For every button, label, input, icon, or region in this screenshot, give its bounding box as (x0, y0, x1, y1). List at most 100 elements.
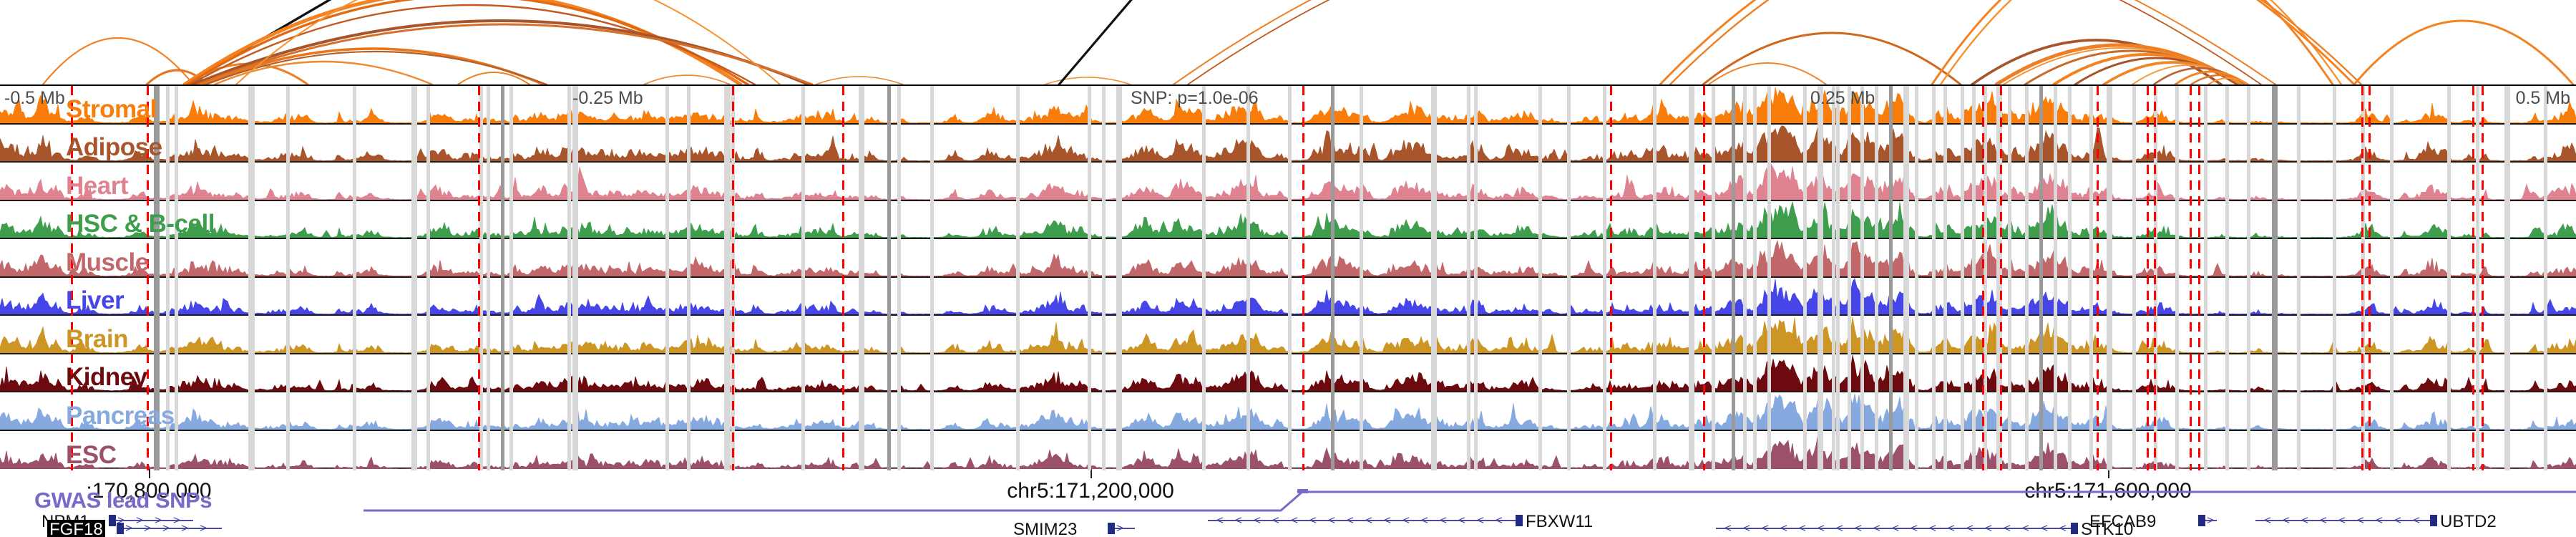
strand-arrow-icon: < (2264, 513, 2271, 527)
gene-body (1716, 528, 2078, 529)
strand-arrow-icon: < (2357, 513, 2364, 527)
strand-arrow-icon: > (1116, 521, 1123, 535)
gene-body (2255, 520, 2437, 521)
gene-row-1[interactable]: >>>>NPM1<<<<<<<<<<<<<<<<FBXW11>EFCAB9<<<… (0, 512, 2576, 531)
gene-label: EFCAB9 (2089, 512, 2157, 531)
strand-arrow-icon: < (1966, 521, 1974, 535)
track-label-adipose: Adipose (66, 133, 162, 161)
strand-arrow-icon: > (162, 521, 170, 535)
strand-arrow-icon: < (1743, 521, 1750, 535)
strand-arrow-icon: < (1855, 521, 1862, 535)
gene-body (2198, 520, 2217, 521)
strand-arrow-icon: > (200, 521, 207, 535)
gene-efcab9[interactable]: > EFCAB9 (0, 512, 2576, 531)
strand-arrow-icon: < (1799, 521, 1806, 535)
track-label-heart: Heart (66, 171, 128, 200)
gene-row-2[interactable]: > > > > > FGF18 > SMIM23 < < < < < < < < < < < < < < < < < < < STK1… (0, 520, 2576, 537)
strand-arrow-icon: < (1911, 521, 1918, 535)
track-label-brain: Brain (66, 324, 128, 353)
track-muscle[interactable]: Muscle (0, 239, 2576, 278)
gene-body (1208, 520, 1523, 521)
strand-arrow-icon: < (1762, 521, 1769, 535)
strand-arrow-icon: < (1985, 521, 1992, 535)
strand-arrow-icon: < (1477, 513, 1484, 527)
gene-label: STK10 (2081, 520, 2134, 537)
gene-tss-block (109, 515, 116, 526)
signal-heart (0, 163, 2576, 200)
gene-label: FBXW11 (1526, 512, 1594, 531)
track-stromal[interactable]: -0.5 Mb -0.25 Mb SNP: p=1.0e-06 0.25 Mb … (0, 86, 2576, 125)
gene-fbxw11[interactable]: < < < < < < < < < < < < < < < < FBXW11 (0, 512, 2576, 531)
track-label-kidney: Kidney (66, 363, 147, 391)
axis-tick (1091, 469, 1092, 478)
strand-arrow-icon: > (181, 521, 188, 535)
strand-arrow-icon: > (136, 513, 143, 527)
gene-label: UBTD2 (2440, 512, 2497, 531)
track-label-liver: Liver (66, 286, 125, 314)
loop-arc-panel (0, 0, 2576, 84)
signal-liver (0, 278, 2576, 314)
snp-threshold-label: SNP: p=1.0e-06 (1131, 88, 1259, 108)
gene-tss-block (2071, 523, 2078, 534)
strand-arrow-icon: < (1309, 513, 1317, 527)
gene-fgf18[interactable]: > > > > > FGF18 (0, 520, 2576, 537)
strand-arrow-icon: > (125, 521, 132, 535)
gene-label: FGF18 (47, 520, 105, 537)
gene-tss-block (2198, 515, 2205, 526)
signal-muscle (0, 239, 2576, 276)
track-hsc-bcell[interactable]: HSC & B-cell (0, 201, 2576, 239)
ruler-label-quarter-left: -0.25 Mb (572, 88, 643, 108)
strand-arrow-icon: < (2376, 513, 2383, 527)
gwas-lead-snp-marker[interactable] (1297, 489, 1308, 493)
track-kidney[interactable]: Kidney (0, 354, 2576, 392)
strand-arrow-icon: < (1272, 513, 1279, 527)
strand-arrow-icon: < (2338, 513, 2346, 527)
track-brain[interactable]: Brain (0, 316, 2576, 354)
track-label-muscle: Muscle (66, 248, 149, 276)
strand-arrow-icon: < (2320, 513, 2327, 527)
gene-label: SMIM23 (1013, 520, 1078, 537)
strand-arrow-icon: > (173, 513, 180, 527)
strand-arrow-icon: > (144, 521, 151, 535)
axis-coordinate-label: :170,800,000 (86, 479, 212, 503)
strand-arrow-icon: < (1254, 513, 1261, 527)
ruler-label-quarter-right: 0.25 Mb (1810, 88, 1875, 108)
strand-arrow-icon: < (2394, 513, 2401, 527)
signal-kidney (0, 354, 2576, 391)
strand-arrow-icon: < (1365, 513, 1372, 527)
track-heart[interactable]: Heart (0, 163, 2576, 201)
strand-arrow-icon: < (1724, 521, 1732, 535)
gene-tss-block (1516, 515, 1523, 526)
signal-esc (0, 432, 2576, 469)
track-esc[interactable]: ESC (0, 431, 2576, 469)
gwas-lead-snps-row[interactable]: GWAS lead SNPs (0, 488, 2576, 513)
strand-arrow-icon: < (2004, 521, 2011, 535)
track-label-stromal: Stromal (66, 95, 157, 123)
gene-ubtd2[interactable]: < < < < < < < < < UBTD2 (0, 512, 2576, 531)
strand-arrow-icon: < (2283, 513, 2290, 527)
gene-body (1108, 528, 1135, 529)
ruler-label-left: -0.5 Mb (4, 88, 65, 108)
gwas-lead-snps-label: GWAS lead SNPs (34, 488, 212, 513)
gene-stk10[interactable]: < < < < < < < < < < < < < < < < < < < STK10 (0, 520, 2576, 537)
gene-smim23[interactable]: > SMIM23 (0, 520, 2576, 537)
strand-arrow-icon: < (1291, 513, 1298, 527)
track-liver[interactable]: Liver (0, 278, 2576, 316)
strand-arrow-icon: < (1440, 513, 1447, 527)
strand-arrow-icon: < (1216, 513, 1224, 527)
signal-stromal (0, 86, 2576, 123)
track-adipose[interactable]: Adipose (0, 125, 2576, 163)
strand-arrow-icon: < (1780, 521, 1787, 535)
track-label-pancreas: Pancreas (66, 401, 175, 430)
strand-arrow-icon: < (1948, 521, 1955, 535)
strand-arrow-icon: < (1818, 521, 1825, 535)
track-pancreas[interactable]: Pancreas (0, 392, 2576, 431)
signal-hsc-bcell (0, 201, 2576, 238)
gene-body (117, 528, 222, 529)
strand-arrow-icon: < (1836, 521, 1843, 535)
gene-tss-block (1108, 523, 1115, 534)
gene-body (109, 520, 193, 521)
strand-arrow-icon: < (1929, 521, 1936, 535)
track-label-hsc-bcell: HSC & B-cell (66, 210, 215, 238)
